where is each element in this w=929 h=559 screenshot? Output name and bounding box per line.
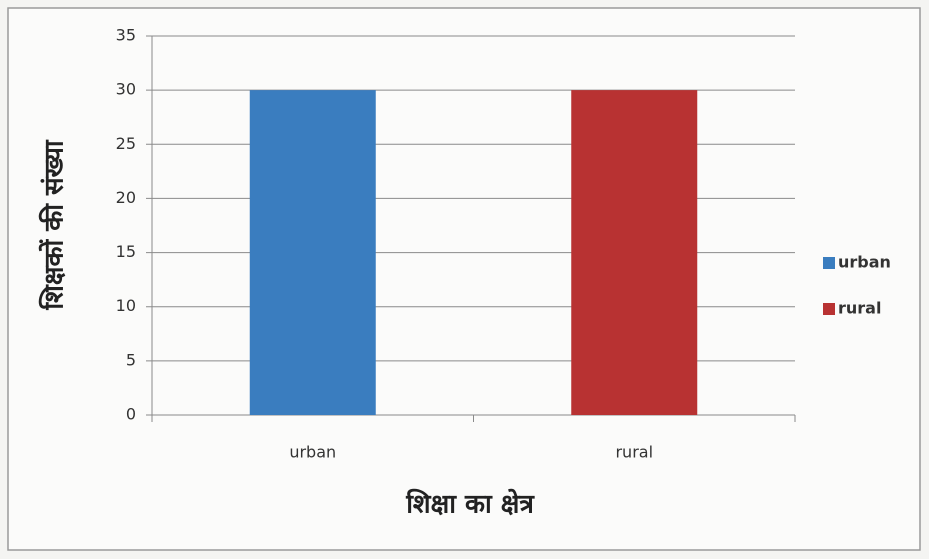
legend-swatch <box>823 257 835 269</box>
y-tick-label: 25 <box>116 134 136 153</box>
legend-label: urban <box>838 253 891 272</box>
x-axis-title: शिक्षा का क्षेत्र <box>405 489 535 520</box>
y-tick-label: 20 <box>116 188 136 207</box>
y-tick-label: 30 <box>116 80 136 99</box>
y-tick-label: 0 <box>126 405 136 424</box>
bar <box>249 90 376 416</box>
chart-frame <box>7 7 921 551</box>
y-tick-label: 5 <box>126 350 136 369</box>
y-tick-label: 35 <box>116 26 136 45</box>
x-tick-label: rural <box>615 443 653 462</box>
y-tick-label: 15 <box>116 242 136 261</box>
y-axis-title: शिक्षकों की संख्या <box>39 139 70 310</box>
x-tick-label: urban <box>289 443 336 462</box>
legend-swatch <box>823 303 835 315</box>
bar <box>571 90 698 416</box>
legend-label: rural <box>838 299 881 318</box>
y-tick-label: 10 <box>116 296 136 315</box>
